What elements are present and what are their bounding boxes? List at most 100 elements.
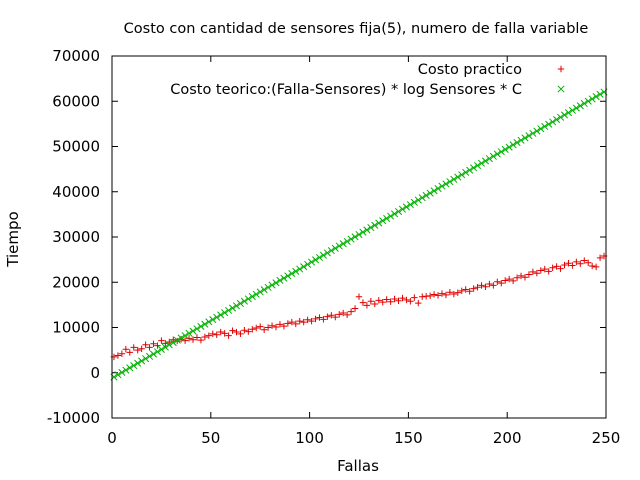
point-costo-practico xyxy=(395,297,402,305)
point-costo-practico xyxy=(486,280,493,288)
y-tick-label: 0 xyxy=(90,364,100,382)
point-costo-teorico xyxy=(217,311,225,319)
point-costo-practico xyxy=(482,283,489,290)
point-costo-teorico xyxy=(343,237,351,245)
point-costo-practico xyxy=(138,345,145,352)
point-costo-practico xyxy=(264,324,272,331)
point-costo-practico xyxy=(411,294,418,301)
point-costo-teorico xyxy=(213,313,221,321)
point-costo-teorico xyxy=(383,214,391,222)
point-costo-practico xyxy=(588,262,596,270)
point-costo-teorico xyxy=(149,350,158,358)
x-tick-label: 0 xyxy=(107,429,117,447)
point-costo-practico xyxy=(585,259,592,266)
point-costo-practico xyxy=(189,336,197,343)
point-costo-practico xyxy=(134,346,141,354)
point-costo-practico xyxy=(557,265,564,272)
x-tick-label: 200 xyxy=(493,429,522,447)
point-costo-teorico xyxy=(422,191,430,199)
point-costo-teorico xyxy=(402,203,410,211)
point-costo-practico xyxy=(470,285,477,292)
point-costo-teorico xyxy=(296,265,304,273)
point-costo-teorico xyxy=(450,175,458,183)
chart-title: Costo con cantidad de sensores fija(5), … xyxy=(124,21,589,37)
point-costo-practico xyxy=(505,275,513,283)
point-costo-practico xyxy=(260,326,268,333)
point-costo-practico xyxy=(221,330,228,337)
point-costo-teorico xyxy=(375,219,383,227)
point-costo-teorico xyxy=(304,260,312,268)
point-costo-practico xyxy=(339,309,347,317)
point-costo-practico xyxy=(525,271,533,278)
point-costo-practico xyxy=(545,268,552,275)
point-costo-teorico xyxy=(394,207,403,216)
point-costo-teorico xyxy=(236,299,244,308)
point-costo-teorico xyxy=(351,233,359,241)
point-costo-teorico xyxy=(260,286,268,294)
point-costo-teorico xyxy=(134,359,142,367)
point-costo-teorico xyxy=(513,139,521,147)
point-costo-practico xyxy=(446,289,454,296)
point-costo-practico xyxy=(142,341,149,348)
point-costo-practico xyxy=(166,338,173,346)
point-costo-practico xyxy=(383,296,390,303)
plot-frame xyxy=(111,55,607,419)
point-costo-practico xyxy=(280,322,288,330)
x-tick-label: 100 xyxy=(295,429,324,447)
point-costo-teorico xyxy=(153,348,162,356)
point-costo-teorico xyxy=(592,93,600,101)
point-costo-teorico xyxy=(248,293,256,301)
point-costo-teorico xyxy=(596,90,604,98)
point-costo-practico xyxy=(336,311,343,318)
point-costo-teorico xyxy=(584,97,592,105)
point-costo-practico xyxy=(308,317,315,325)
point-costo-teorico xyxy=(537,125,545,133)
point-costo-teorico xyxy=(359,228,367,236)
point-costo-teorico xyxy=(311,256,320,264)
point-costo-practico xyxy=(229,327,236,334)
point-costo-teorico xyxy=(181,332,189,340)
y-tick-label: -10000 xyxy=(47,409,100,427)
point-costo-practico xyxy=(569,262,576,269)
point-costo-practico xyxy=(541,265,548,273)
point-costo-teorico xyxy=(410,198,418,206)
point-costo-practico xyxy=(521,274,529,281)
point-costo-teorico xyxy=(225,306,233,314)
point-costo-practico xyxy=(494,278,501,285)
point-costo-practico xyxy=(513,274,521,281)
legend-label-practico: Costo practico xyxy=(418,62,522,78)
point-costo-teorico xyxy=(185,329,193,337)
point-costo-teorico xyxy=(462,168,470,176)
point-costo-practico xyxy=(462,286,469,293)
point-costo-teorico xyxy=(545,120,553,128)
point-costo-teorico xyxy=(327,247,335,255)
point-costo-practico xyxy=(561,261,568,269)
point-costo-teorico xyxy=(177,334,185,342)
point-costo-practico xyxy=(150,340,157,347)
point-costo-practico xyxy=(577,260,584,267)
point-costo-practico xyxy=(343,311,351,319)
x-tick-label: 50 xyxy=(201,429,220,447)
point-costo-teorico xyxy=(525,132,533,140)
point-costo-teorico xyxy=(169,338,177,347)
point-costo-teorico xyxy=(493,150,501,158)
point-costo-practico xyxy=(498,279,505,287)
point-costo-teorico xyxy=(560,111,569,119)
point-costo-practico xyxy=(213,331,220,338)
point-costo-teorico xyxy=(580,99,588,108)
point-costo-practico xyxy=(359,299,367,306)
point-costo-practico xyxy=(324,313,331,320)
point-costo-teorico xyxy=(142,355,150,363)
point-costo-practico xyxy=(193,334,201,341)
point-costo-practico xyxy=(320,316,327,323)
point-costo-practico xyxy=(573,258,580,266)
point-costo-practico xyxy=(126,349,133,356)
y-tick-label: 20000 xyxy=(52,273,100,291)
point-costo-practico xyxy=(312,315,319,323)
point-costo-practico xyxy=(253,324,260,332)
point-costo-teorico xyxy=(549,118,557,126)
point-costo-teorico xyxy=(331,244,339,252)
point-costo-practico xyxy=(217,328,224,336)
point-costo-practico xyxy=(332,313,339,321)
point-costo-teorico xyxy=(418,194,426,202)
